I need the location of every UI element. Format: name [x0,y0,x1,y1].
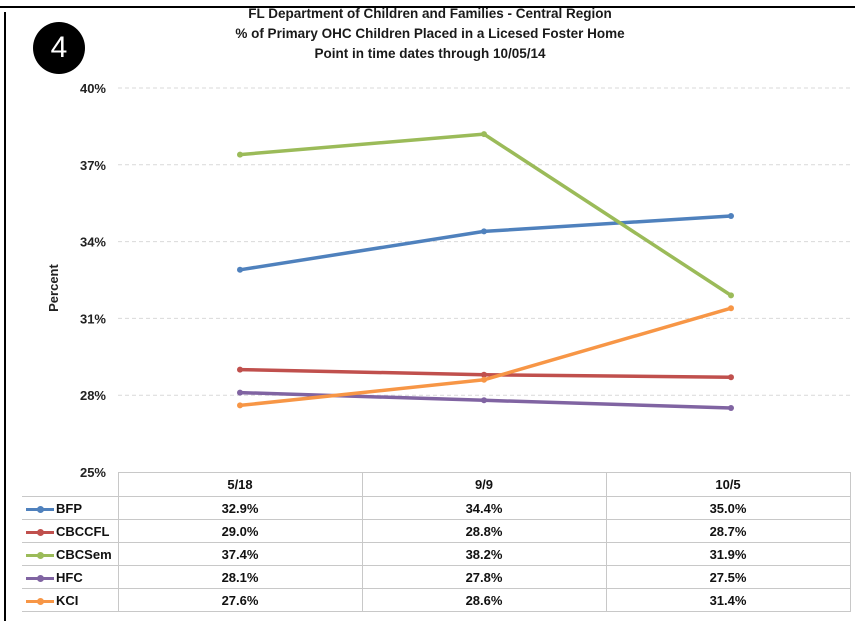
table-row: KCI 27.6% 28.6% 31.4% [22,588,851,612]
table-row: CBCSem 37.4% 38.2% 31.9% [22,542,851,566]
data-point-cbccfl [481,371,487,378]
series-name: BFP [56,500,82,516]
data-point-cbccfl [728,374,734,381]
column-header: 10/5 [605,472,851,497]
chart-title: FL Department of Children and Families -… [248,6,612,21]
data-point-cbccfl [237,366,243,373]
data-table: 5/18 9/9 10/5 BFP 32.9% 34.4% 35.0% CBCC… [22,472,851,612]
table-cell: 28.6% [361,588,607,612]
data-point-bfp [237,266,243,273]
table-cell: 28.8% [361,519,607,543]
table-cell: 27.8% [361,565,607,589]
top-border [0,0,855,8]
table-cell: 34.4% [361,496,607,520]
data-point-kci [481,376,487,383]
table-corner [22,472,118,497]
legend-key-hfc [26,574,54,582]
data-point-hfc [728,405,734,411]
data-point-cbcsem [237,151,243,158]
table-row: BFP 32.9% 34.4% 35.0% [22,496,851,520]
data-point-bfp [481,228,487,235]
legend-key-bfp [26,505,54,513]
series-name: KCI [56,592,79,608]
data-point-hfc [481,397,487,404]
y-tick-label: 37% [80,158,106,173]
table-cell: 28.1% [117,565,363,589]
data-point-cbcsem [728,292,734,299]
series-lines [237,131,734,411]
data-point-cbcsem [481,131,487,138]
series-name: HFC [56,569,83,585]
legend-entry-hfc: HFC [22,565,119,589]
series-name: CBCCFL [56,523,110,539]
y-tick-label: 31% [80,311,106,326]
legend-entry-cbcsem: CBCSem [22,542,119,566]
chart-date-note: Point in time dates through 10/05/14 [314,46,546,61]
gridlines [118,87,850,396]
data-point-bfp [728,213,734,219]
table-cell: 32.9% [117,496,363,520]
legend-key-cbccfl [26,528,54,536]
table-cell: 37.4% [117,542,363,566]
table-cell: 38.2% [361,542,607,566]
series-line-cbcsem [239,132,732,297]
table-row: HFC 28.1% 27.8% 27.5% [22,565,851,589]
table-cell: 31.9% [605,542,851,566]
table-cell: 31.4% [605,588,851,612]
y-tick-label: 40% [80,81,106,96]
table-header-row: 5/18 9/9 10/5 [22,472,851,497]
left-border [4,12,6,621]
table-cell: 29.0% [117,519,363,543]
chart-subtitle: % of Primary OHC Children Placed in a Li… [235,26,625,41]
legend-entry-cbccfl: CBCCFL [22,519,119,543]
data-point-hfc [237,389,243,396]
slide-number-badge: 4 [33,22,85,74]
data-point-kci [237,402,243,409]
legend-entry-bfp: BFP [22,496,119,520]
column-header: 9/9 [361,472,607,497]
y-tick-label: 34% [80,235,106,250]
table-cell: 28.7% [605,519,851,543]
table-cell: 27.6% [117,588,363,612]
series-line-bfp [239,214,732,272]
data-point-kci [728,305,734,312]
y-tick-labels: 25%28%31%34%37%40% [80,81,106,480]
table-cell: 27.5% [605,565,851,589]
table-cell: 35.0% [605,496,851,520]
legend-key-kci [26,597,54,605]
series-name: CBCSem [56,546,112,562]
series-line-kci [239,306,732,408]
legend-entry-kci: KCI [22,588,119,612]
column-header: 5/18 [117,472,363,497]
y-tick-label: 28% [80,388,106,403]
table-row: CBCCFL 29.0% 28.8% 28.7% [22,519,851,543]
legend-key-cbcsem [26,551,54,559]
